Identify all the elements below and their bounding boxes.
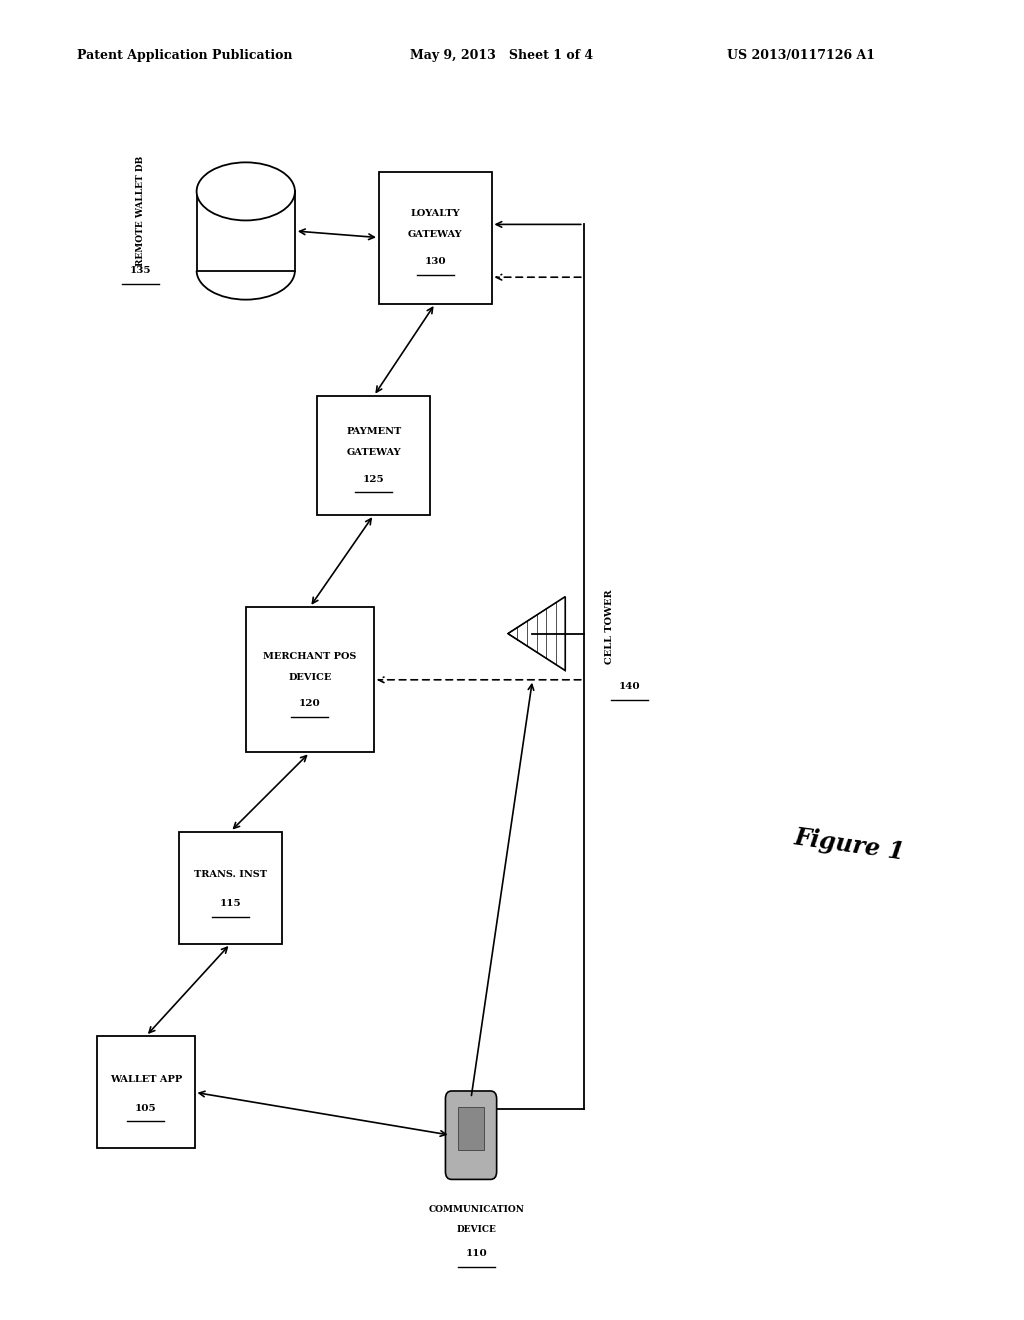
Text: GATEWAY: GATEWAY: [408, 231, 463, 239]
Text: LOYALTY: LOYALTY: [411, 210, 460, 218]
Text: COMMUNICATION: COMMUNICATION: [428, 1205, 524, 1214]
Text: May 9, 2013   Sheet 1 of 4: May 9, 2013 Sheet 1 of 4: [410, 49, 593, 62]
Text: Patent Application Publication: Patent Application Publication: [77, 49, 292, 62]
Bar: [317, 396, 430, 515]
Text: 140: 140: [618, 682, 641, 690]
Text: DEVICE: DEVICE: [457, 1225, 496, 1234]
Text: CELL TOWER: CELL TOWER: [605, 590, 613, 664]
Bar: [197, 191, 295, 271]
Text: 125: 125: [362, 475, 385, 483]
Text: 115: 115: [219, 899, 242, 908]
Bar: [379, 172, 492, 304]
Ellipse shape: [197, 162, 295, 220]
FancyBboxPatch shape: [445, 1090, 497, 1180]
Bar: [246, 607, 374, 752]
Text: MERCHANT POS: MERCHANT POS: [263, 652, 356, 660]
Text: 110: 110: [465, 1250, 487, 1258]
Text: PAYMENT: PAYMENT: [346, 428, 401, 436]
Text: WALLET APP: WALLET APP: [110, 1074, 182, 1084]
Bar: [179, 832, 282, 944]
Text: DEVICE: DEVICE: [288, 673, 332, 681]
Text: GATEWAY: GATEWAY: [346, 449, 401, 457]
Text: US 2013/0117126 A1: US 2013/0117126 A1: [727, 49, 876, 62]
Text: TRANS. INST: TRANS. INST: [194, 870, 267, 879]
Text: REMOTE WALLET DB: REMOTE WALLET DB: [136, 156, 144, 267]
Text: 105: 105: [135, 1104, 157, 1113]
Text: 120: 120: [299, 700, 321, 708]
Bar: [458, 1106, 484, 1150]
Bar: [97, 1036, 195, 1148]
Text: 130: 130: [424, 257, 446, 265]
Text: 135: 135: [130, 267, 151, 275]
Text: Figure 1: Figure 1: [793, 825, 907, 865]
